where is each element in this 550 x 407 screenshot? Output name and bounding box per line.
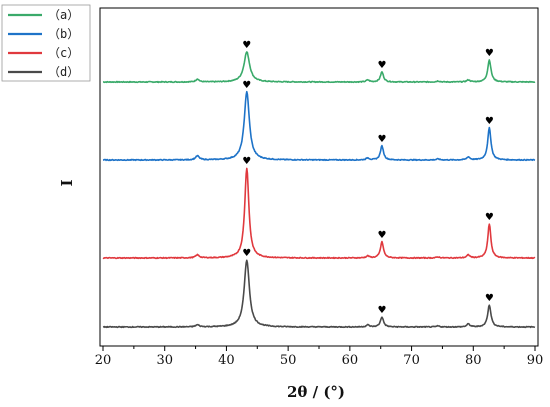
peak-marker-icon: ♥ bbox=[485, 48, 494, 59]
legend-label: （c） bbox=[48, 46, 79, 60]
series-line-b bbox=[102, 90, 536, 162]
peak-markers: ♥ ♥ ♥ ♥ ♥ ♥ ♥ ♥ ♥ ♥ ♥ ♥ bbox=[242, 40, 494, 316]
legend-label: （b） bbox=[48, 27, 79, 41]
series-line-c bbox=[102, 167, 536, 260]
peak-marker-icon: ♥ bbox=[242, 80, 251, 91]
x-axis-ticks: 20 30 40 50 60 70 80 90 bbox=[95, 346, 544, 368]
series-layer bbox=[102, 51, 536, 329]
x-tick-label: 60 bbox=[342, 353, 359, 368]
x-tick-label: 80 bbox=[465, 353, 482, 368]
x-tick-label: 30 bbox=[156, 353, 173, 368]
x-tick-label: 40 bbox=[218, 353, 235, 368]
peak-marker-icon: ♥ bbox=[377, 60, 386, 71]
peak-marker-icon: ♥ bbox=[377, 230, 386, 241]
peak-marker-icon: ♥ bbox=[377, 134, 386, 145]
series-line-a bbox=[102, 51, 536, 84]
series-line-d bbox=[102, 259, 536, 329]
x-tick-label: 70 bbox=[403, 353, 420, 368]
peak-marker-icon: ♥ bbox=[242, 40, 251, 51]
peak-marker-icon: ♥ bbox=[485, 212, 494, 223]
peak-marker-icon: ♥ bbox=[485, 116, 494, 127]
y-axis-title: I bbox=[58, 179, 76, 186]
legend-label: （a） bbox=[48, 8, 79, 22]
x-tick-label: 90 bbox=[527, 353, 544, 368]
peak-marker-icon: ♥ bbox=[377, 305, 386, 316]
plot-frame bbox=[99, 7, 539, 347]
peak-marker-icon: ♥ bbox=[242, 156, 251, 167]
x-tick-label: 50 bbox=[280, 353, 297, 368]
x-axis-title: 2θ / (°) bbox=[287, 383, 345, 401]
peak-marker-icon: ♥ bbox=[242, 248, 251, 259]
legend: （a） （b） （c） （d） bbox=[1, 4, 91, 82]
x-tick-label: 20 bbox=[95, 353, 112, 368]
legend-frame bbox=[1, 4, 91, 82]
peak-marker-icon: ♥ bbox=[485, 293, 494, 304]
legend-label: （d） bbox=[48, 65, 79, 79]
